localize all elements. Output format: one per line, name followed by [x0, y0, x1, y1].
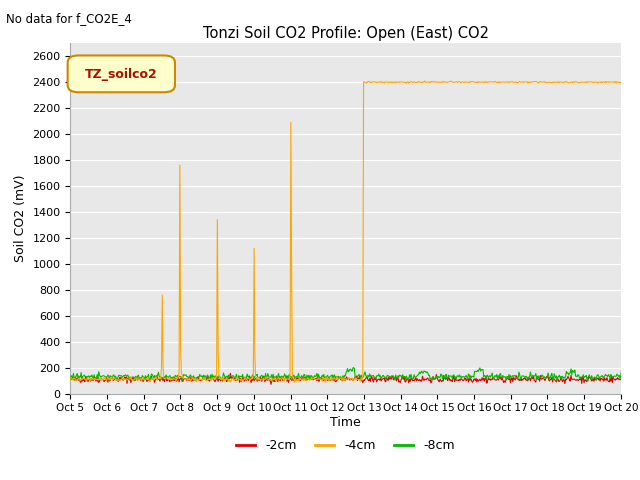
FancyBboxPatch shape — [68, 56, 175, 92]
Y-axis label: Soil CO2 (mV): Soil CO2 (mV) — [14, 175, 27, 262]
Title: Tonzi Soil CO2 Profile: Open (East) CO2: Tonzi Soil CO2 Profile: Open (East) CO2 — [203, 25, 488, 41]
X-axis label: Time: Time — [330, 416, 361, 429]
Legend: -2cm, -4cm, -8cm: -2cm, -4cm, -8cm — [232, 434, 460, 457]
Text: TZ_soilco2: TZ_soilco2 — [84, 68, 157, 81]
Text: No data for f_CO2E_4: No data for f_CO2E_4 — [6, 12, 132, 25]
